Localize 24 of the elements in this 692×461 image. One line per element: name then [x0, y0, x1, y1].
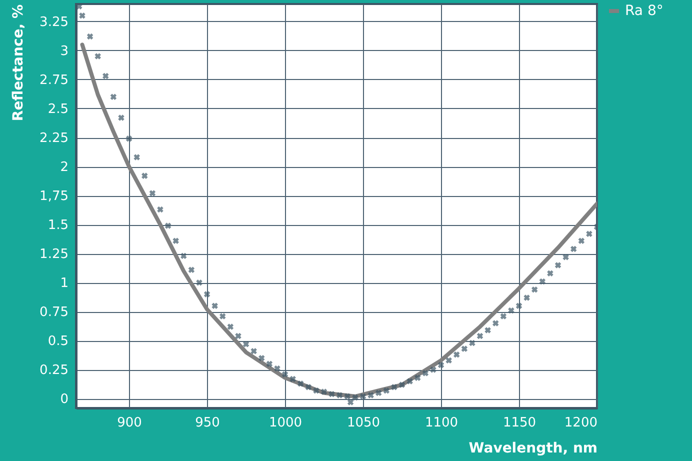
x-tick-label: 1200: [564, 416, 598, 430]
y-tick-label: 0: [60, 392, 68, 408]
y-tick-label: 1.25: [40, 247, 68, 262]
x-tick-label: 1150: [502, 416, 536, 430]
x-tick-label: 1000: [268, 416, 302, 430]
y-axis-title: Reflectance, %: [10, 4, 27, 122]
x-tick-label: 1100: [424, 416, 458, 430]
y-tick-label: 1: [60, 276, 68, 292]
y-tick-label: 1,75: [40, 189, 68, 204]
y-tick-label: 3: [60, 44, 68, 59]
y-tick-label: 1.5: [48, 218, 68, 234]
y-tick-label: 2.75: [40, 72, 68, 88]
y-tick-label: 0.75: [40, 305, 68, 320]
legend-label: Ra 8°: [625, 3, 664, 19]
y-tick-label: 2.25: [40, 131, 68, 146]
x-tick-label: 900: [117, 416, 142, 430]
x-tick-label: 950: [195, 416, 220, 430]
x-axis-title: Wavelength, nm: [468, 440, 598, 456]
y-tick-label: 2: [60, 160, 68, 176]
y-tick-label: 0.5: [48, 334, 68, 350]
y-tick-label: 3.25: [40, 14, 68, 30]
y-tick-label: 0.25: [40, 363, 68, 378]
y-tick-label: 2.5: [48, 102, 68, 117]
x-tick-label: 1050: [346, 416, 380, 430]
